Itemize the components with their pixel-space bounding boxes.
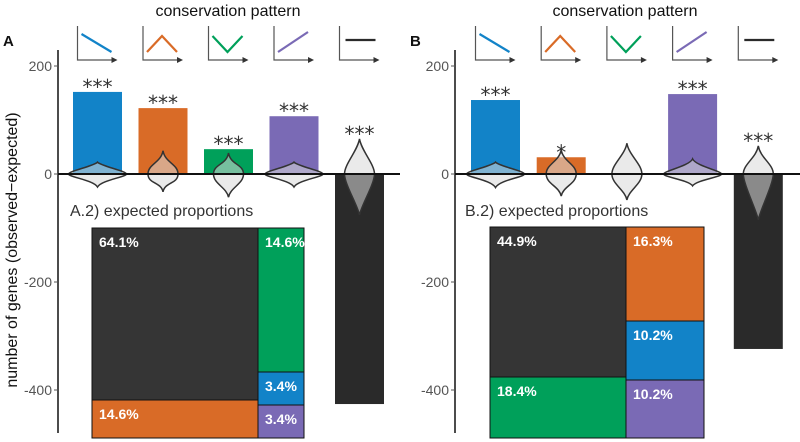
icon-axes bbox=[76, 26, 116, 61]
panel-a-inset-title: A.2) expected proportions bbox=[70, 203, 253, 220]
treemap-cell-b-peak bbox=[625, 226, 705, 322]
icon-axes bbox=[737, 26, 777, 61]
pattern-icon-peak bbox=[540, 26, 582, 63]
pattern-icon-valley bbox=[207, 26, 249, 63]
y-tick-label-b: 0 bbox=[441, 166, 449, 182]
icon-axes bbox=[474, 26, 514, 61]
y-tick-label-b: -200 bbox=[421, 274, 449, 290]
icon-arrow bbox=[242, 57, 249, 63]
pattern-icon-increasing bbox=[273, 26, 314, 63]
significance-a-peak: *** bbox=[148, 91, 178, 115]
treemap-label-a-peak: 14.6% bbox=[99, 406, 139, 422]
icon-axes bbox=[540, 26, 580, 61]
significance-b-flat: *** bbox=[743, 129, 773, 153]
icon-axes bbox=[207, 26, 247, 61]
panel-b-title: conservation pattern bbox=[553, 3, 698, 20]
treemap-cell-b-flat bbox=[489, 226, 627, 378]
icon-trend-line bbox=[146, 34, 178, 53]
panel-b-inset-title: B.2) expected proportions bbox=[465, 203, 648, 220]
icon-arrow bbox=[177, 57, 183, 63]
icon-trend-line bbox=[610, 35, 642, 54]
icon-arrow bbox=[111, 57, 118, 63]
violin-a-peak bbox=[147, 150, 179, 193]
icon-axes bbox=[671, 26, 711, 61]
significance-a-decreasing: *** bbox=[83, 75, 113, 99]
treemap-label-b-increasing: 10.2% bbox=[633, 386, 673, 402]
icon-arrow bbox=[772, 57, 779, 63]
significance-a-increasing: *** bbox=[279, 99, 309, 123]
violin-b-increasing bbox=[662, 156, 723, 188]
y-axis-label: number of genes (observed−expected) bbox=[4, 112, 21, 387]
panel-b: conservation pattern B B.2) expected pro… bbox=[410, 3, 800, 439]
icon-trend-line bbox=[675, 31, 708, 53]
treemap-label-a-flat: 64.1% bbox=[99, 234, 139, 250]
icon-axes bbox=[142, 26, 181, 61]
icon-trend-line bbox=[544, 34, 577, 53]
icon-trend-line bbox=[80, 33, 113, 53]
panel-a: conservation pattern A A.2) expected pro… bbox=[3, 3, 400, 439]
icon-trend-line bbox=[277, 31, 309, 53]
y-tick-label-a: -400 bbox=[24, 382, 52, 398]
violin-a-valley bbox=[212, 152, 245, 198]
pattern-icon-increasing bbox=[671, 26, 713, 63]
pattern-icon-decreasing bbox=[76, 26, 118, 63]
treemap-cell-b-valley bbox=[489, 376, 627, 439]
treemap-label-a-increasing: 3.4% bbox=[265, 411, 297, 427]
panel-a-title: conservation pattern bbox=[156, 3, 301, 20]
significance-b-increasing: *** bbox=[678, 77, 708, 101]
treemap-label-b-flat: 44.9% bbox=[497, 233, 537, 249]
icon-axes bbox=[273, 26, 312, 61]
significance-a-valley: *** bbox=[214, 132, 244, 156]
treemap-cell-b-increasing bbox=[625, 379, 705, 439]
icon-trend-line bbox=[211, 35, 244, 54]
y-tick-label-a: -200 bbox=[24, 274, 52, 290]
panel-b-label: B bbox=[410, 33, 421, 50]
treemap-label-b-valley: 18.4% bbox=[497, 383, 537, 399]
pattern-icon-valley bbox=[606, 26, 647, 63]
violin-b-valley bbox=[611, 143, 643, 201]
treemap-cell-a-increasing bbox=[257, 404, 305, 439]
icon-trend-line bbox=[478, 33, 511, 53]
y-tick-label-a: 0 bbox=[44, 166, 52, 182]
pattern-icon-peak bbox=[142, 26, 183, 63]
treemap-cell-a-valley bbox=[257, 227, 305, 373]
significance-a-flat: *** bbox=[345, 122, 375, 146]
pattern-icon-decreasing bbox=[474, 26, 516, 63]
violin-a-flat bbox=[343, 138, 376, 216]
violin-b-peak bbox=[545, 149, 577, 197]
significance-b-peak: * bbox=[556, 140, 566, 164]
y-tick-label-b: -400 bbox=[421, 382, 449, 398]
panel-a-label: A bbox=[3, 33, 14, 50]
icon-axes bbox=[606, 26, 645, 61]
icon-arrow bbox=[509, 57, 516, 63]
treemap-label-b-decreasing: 10.2% bbox=[633, 327, 673, 343]
icon-arrow bbox=[706, 57, 713, 63]
icon-arrow bbox=[640, 57, 647, 63]
y-tick-label-a: 200 bbox=[29, 58, 53, 74]
treemap-cell-b-decreasing bbox=[625, 320, 705, 381]
treemap-cell-a-decreasing bbox=[257, 371, 305, 406]
icon-arrow bbox=[373, 57, 380, 63]
icon-arrow bbox=[308, 57, 314, 63]
treemap-cell-a-flat bbox=[91, 227, 259, 401]
y-tick-label-b: 200 bbox=[426, 58, 450, 74]
treemap-label-a-decreasing: 3.4% bbox=[265, 378, 297, 394]
violin-b-flat bbox=[742, 145, 775, 221]
pattern-icon-flat bbox=[338, 26, 380, 63]
significance-b-decreasing: *** bbox=[481, 83, 511, 107]
icon-axes bbox=[338, 26, 378, 61]
treemap-label-b-peak: 16.3% bbox=[633, 233, 673, 249]
icon-arrow bbox=[575, 57, 582, 63]
pattern-icon-flat bbox=[737, 26, 779, 63]
bar-a-decreasing bbox=[73, 91, 122, 174]
treemap-label-a-valley: 14.6% bbox=[265, 234, 305, 250]
